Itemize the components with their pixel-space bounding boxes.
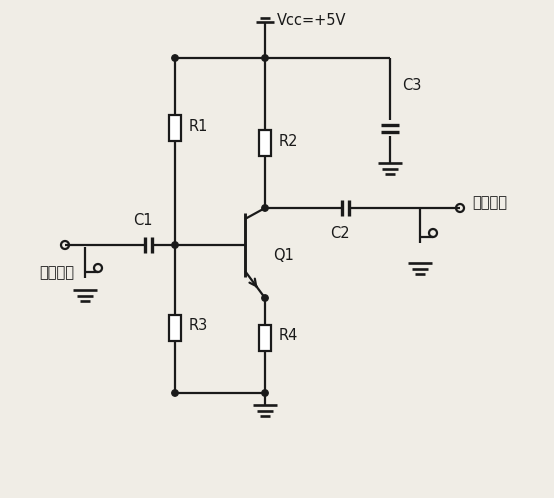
Circle shape bbox=[262, 55, 268, 61]
Text: R4: R4 bbox=[279, 329, 299, 344]
FancyBboxPatch shape bbox=[169, 115, 181, 141]
Text: 输出信号: 输出信号 bbox=[472, 196, 507, 211]
Text: C1: C1 bbox=[134, 213, 153, 228]
Text: R3: R3 bbox=[189, 319, 208, 334]
Text: C3: C3 bbox=[402, 78, 422, 93]
Circle shape bbox=[172, 242, 178, 248]
FancyBboxPatch shape bbox=[259, 325, 271, 351]
FancyBboxPatch shape bbox=[259, 130, 271, 156]
Text: R1: R1 bbox=[189, 119, 208, 133]
Circle shape bbox=[262, 390, 268, 396]
FancyBboxPatch shape bbox=[169, 315, 181, 341]
Circle shape bbox=[172, 55, 178, 61]
Circle shape bbox=[262, 295, 268, 301]
Text: Q1: Q1 bbox=[273, 248, 294, 262]
Circle shape bbox=[172, 390, 178, 396]
Text: R2: R2 bbox=[279, 133, 299, 148]
Text: Vcc=+5V: Vcc=+5V bbox=[277, 12, 346, 27]
Circle shape bbox=[262, 205, 268, 211]
Text: 输入信号: 输入信号 bbox=[39, 265, 74, 280]
Text: C2: C2 bbox=[330, 226, 350, 241]
